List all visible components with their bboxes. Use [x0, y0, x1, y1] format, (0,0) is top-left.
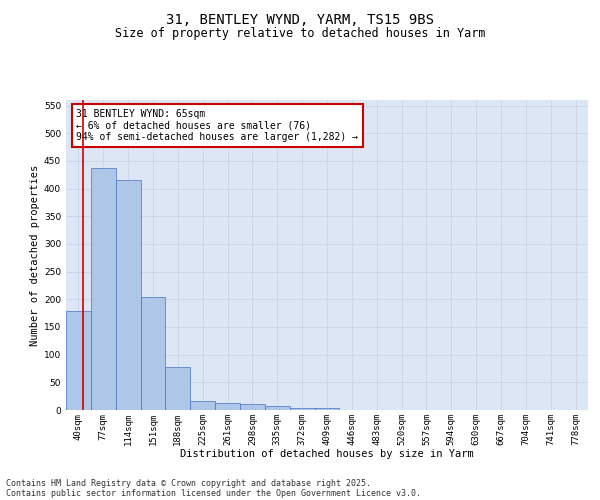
Bar [215, 403, 240, 410]
X-axis label: Distribution of detached houses by size in Yarm: Distribution of detached houses by size … [180, 449, 474, 459]
Y-axis label: Number of detached properties: Number of detached properties [30, 164, 40, 346]
Bar [290, 408, 314, 410]
Text: 31 BENTLEY WYND: 65sqm
← 6% of detached houses are smaller (76)
94% of semi-deta: 31 BENTLEY WYND: 65sqm ← 6% of detached … [76, 110, 358, 142]
Text: Size of property relative to detached houses in Yarm: Size of property relative to detached ho… [115, 28, 485, 40]
Bar [314, 408, 340, 410]
Bar [190, 401, 215, 410]
Bar [91, 168, 116, 410]
Text: Contains HM Land Registry data © Crown copyright and database right 2025.: Contains HM Land Registry data © Crown c… [6, 478, 371, 488]
Bar [265, 406, 290, 410]
Bar [240, 404, 265, 410]
Text: 31, BENTLEY WYND, YARM, TS15 9BS: 31, BENTLEY WYND, YARM, TS15 9BS [166, 12, 434, 26]
Bar [166, 367, 190, 410]
Bar [116, 180, 140, 410]
Text: Contains public sector information licensed under the Open Government Licence v3: Contains public sector information licen… [6, 488, 421, 498]
Bar [66, 312, 91, 410]
Bar [140, 297, 166, 410]
